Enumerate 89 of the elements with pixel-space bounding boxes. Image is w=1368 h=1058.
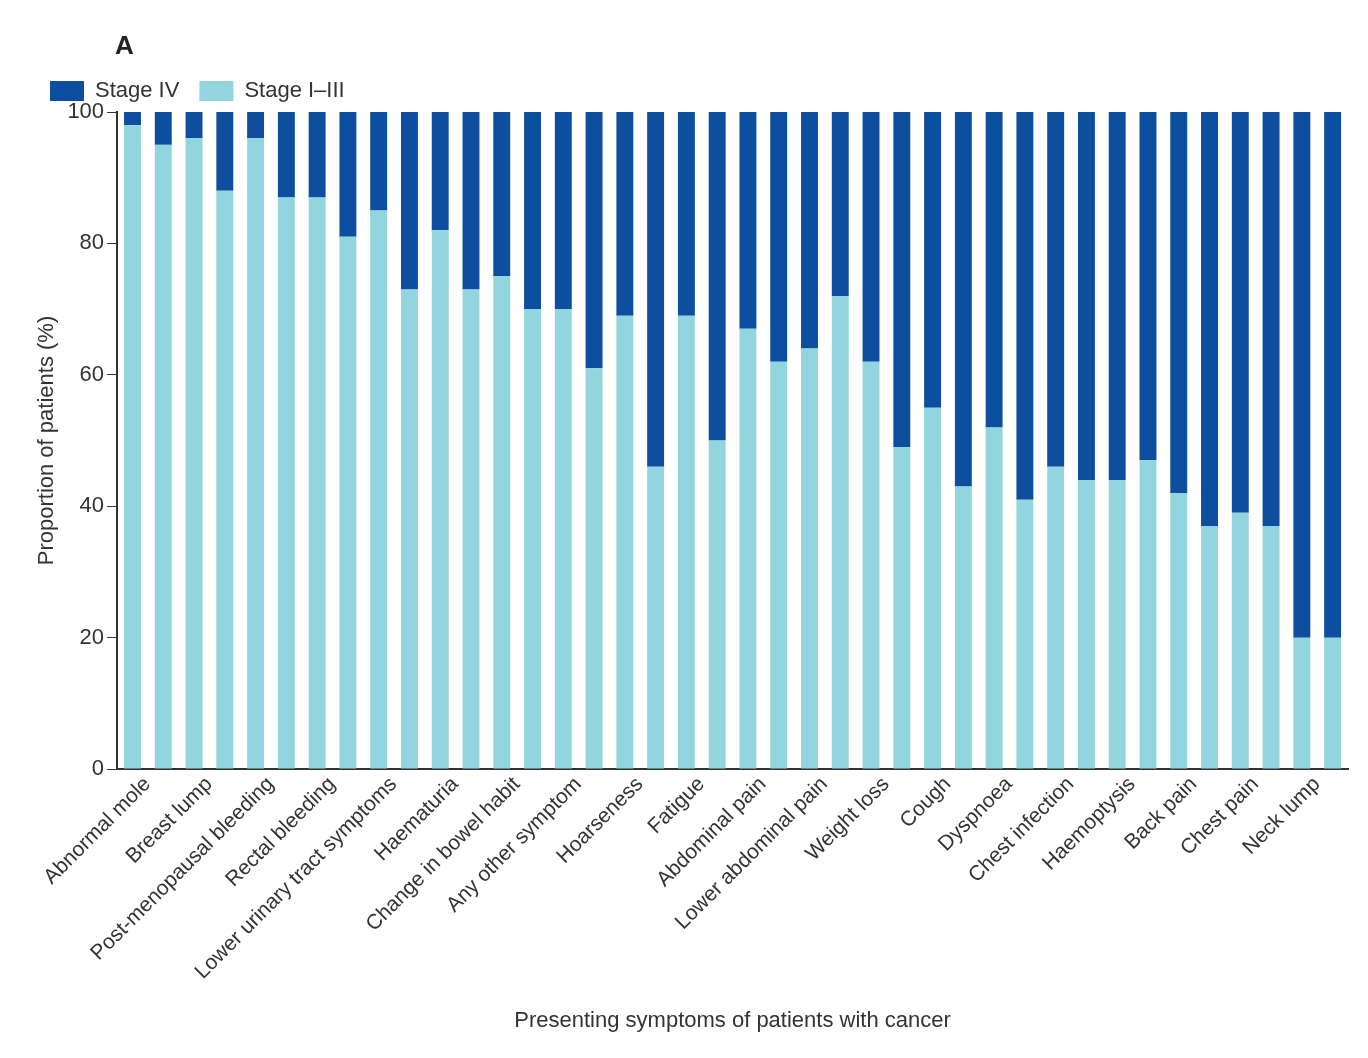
bar: [677, 315, 695, 769]
bar: [770, 361, 788, 769]
bar: [1262, 112, 1280, 526]
bar: [400, 289, 418, 769]
bar: [647, 466, 665, 769]
bar: [677, 112, 695, 316]
bar: [893, 112, 911, 448]
bar: [831, 112, 849, 296]
bar: [801, 112, 818, 349]
bar: [1324, 112, 1342, 638]
bar: [893, 447, 911, 769]
bar: [954, 486, 972, 769]
bar: [585, 368, 603, 769]
bar: [1139, 112, 1157, 461]
bar: [216, 112, 234, 191]
bar: [616, 112, 634, 316]
y-axis-title: Proportion of patients (%): [33, 315, 59, 566]
bar: [247, 138, 265, 769]
bar: [647, 112, 665, 467]
bar: [277, 197, 295, 769]
bar: [1170, 493, 1188, 769]
bar: [985, 427, 1003, 769]
bar: [1077, 479, 1095, 769]
bar: [185, 138, 203, 769]
bar: [1016, 499, 1034, 769]
bar: [524, 112, 541, 310]
text: A: [115, 30, 134, 61]
bar: [154, 112, 172, 145]
bar: [370, 112, 388, 211]
bar: [1139, 460, 1157, 769]
y-tick-label: 60: [79, 360, 105, 386]
bar: [370, 210, 388, 769]
bar: [739, 112, 757, 329]
bar: [1324, 637, 1342, 769]
bar: [1108, 479, 1126, 769]
bar: [124, 112, 141, 126]
bar: [739, 328, 757, 769]
bar: [1047, 112, 1065, 467]
bar: [185, 112, 203, 139]
bar: [524, 309, 541, 769]
y-tick-label: 20: [79, 623, 105, 649]
bar: [277, 112, 295, 198]
bar: [1201, 525, 1218, 769]
bar: [985, 112, 1003, 428]
bar: [616, 315, 634, 769]
bar: [1231, 112, 1249, 513]
legend-label: Stage I–III: [244, 77, 345, 103]
bar: [708, 440, 726, 769]
bar: [216, 190, 234, 769]
bar: [585, 112, 603, 369]
bar: [154, 144, 172, 769]
bar: [124, 125, 141, 769]
bar: [400, 112, 418, 290]
bar: [1262, 525, 1280, 769]
bar: [1293, 112, 1311, 638]
bar: [493, 276, 511, 769]
bar: [862, 112, 880, 362]
bar: [801, 348, 818, 769]
bar: [1108, 112, 1126, 480]
bar: [431, 230, 449, 769]
bar: [339, 236, 357, 769]
bar: [1201, 112, 1218, 526]
bar: [308, 197, 326, 769]
bar: [954, 112, 972, 487]
bar: [554, 112, 572, 310]
bar: [862, 361, 880, 769]
bar: [493, 112, 511, 277]
bar: [462, 112, 480, 290]
bar: [770, 112, 788, 362]
bar: [924, 407, 942, 769]
bar: [1170, 112, 1188, 494]
y-tick-label: 40: [79, 492, 105, 518]
bar: [339, 112, 357, 237]
bar: [924, 112, 942, 408]
bar: [1077, 112, 1095, 480]
x-axis-title: Presenting symptoms of patients with cancer: [514, 1006, 951, 1032]
bar: [554, 309, 572, 769]
bar: [431, 112, 449, 231]
y-tick-label: 80: [79, 229, 105, 255]
bar: [308, 112, 326, 198]
bar: [831, 295, 849, 769]
y-tick-label: 0: [91, 755, 105, 781]
bar: [1231, 512, 1249, 769]
bar: [1047, 466, 1065, 769]
bar: [708, 112, 726, 441]
bar: [247, 112, 265, 139]
bar: [1293, 637, 1311, 769]
bar: [1016, 112, 1034, 500]
bar: [462, 289, 480, 769]
